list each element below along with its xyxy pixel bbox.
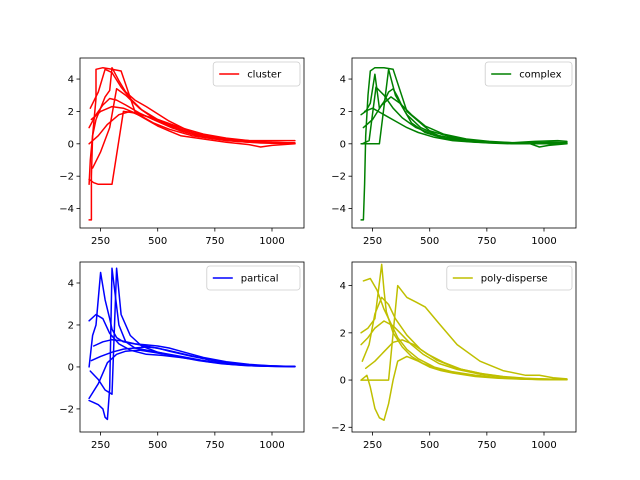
series-line-6	[363, 107, 568, 145]
series-line-8	[91, 88, 296, 169]
y-tick-label: 2	[68, 107, 74, 118]
series-line-3	[360, 284, 568, 381]
x-tick-label: 1000	[531, 440, 556, 451]
legend-box	[446, 265, 573, 291]
x-tick-label: 500	[420, 440, 439, 451]
x-tick-label: 250	[363, 236, 382, 247]
y-tick-label: 2	[340, 107, 346, 118]
legend-box	[212, 61, 301, 87]
legend: poly-disperse	[446, 265, 573, 291]
y-tick-label: 4	[340, 281, 346, 292]
x-tick-label: 500	[148, 440, 167, 451]
x-tick-label: 750	[477, 236, 496, 247]
x-tick-label: 250	[91, 440, 110, 451]
x-tick-label: 750	[205, 440, 224, 451]
series-line-7	[92, 338, 296, 368]
y-tick-label: 0	[68, 362, 74, 373]
x-tick-label: 250	[363, 440, 382, 451]
series-line-5	[362, 277, 568, 381]
x-tick-label: 1000	[531, 236, 556, 247]
series-group	[360, 263, 568, 421]
y-tick-label: 4	[68, 278, 74, 289]
y-tick-label: 4	[68, 75, 74, 86]
y-tick-label: −4	[331, 204, 346, 215]
plot-frame	[351, 261, 577, 433]
legend-label: complex	[519, 70, 561, 81]
y-tick-label: 2	[68, 320, 74, 331]
x-tick-label: 500	[148, 236, 167, 247]
legend: complex	[484, 61, 573, 87]
legend: cluster	[212, 61, 301, 87]
series-group	[88, 267, 296, 421]
y-tick-label: 4	[340, 75, 346, 86]
y-tick-label: −2	[59, 404, 74, 415]
y-tick-label: 0	[68, 139, 74, 150]
x-tick-label: 1000	[259, 236, 284, 247]
plot-frame	[79, 57, 305, 229]
legend-label: partical	[241, 274, 279, 285]
legend-box	[484, 61, 573, 87]
x-tick-label: 1000	[259, 440, 284, 451]
y-tick-label: 0	[340, 139, 346, 150]
y-tick-label: −2	[331, 172, 346, 183]
y-tick-label: 0	[340, 376, 346, 387]
x-tick-label: 750	[205, 236, 224, 247]
subplot-3: 250 500 750 1000 −2 0 2 4 partical	[59, 261, 305, 451]
series-group	[88, 66, 296, 221]
y-tick-label: −2	[331, 423, 346, 434]
series-line-6	[90, 105, 296, 148]
plot-frame	[351, 57, 577, 229]
subplot-2: 250 500 750 1000 −4 −2 0 2 4 complex	[331, 57, 577, 247]
x-tick-label: 500	[420, 236, 439, 247]
legend: partical	[206, 265, 301, 291]
legend-label: poly-disperse	[481, 274, 548, 285]
y-tick-label: −2	[59, 172, 74, 183]
subplot-4: 250 500 750 1000 −2 0 2 4 poly-disperse	[331, 261, 577, 451]
x-tick-label: 750	[477, 440, 496, 451]
legend-label: cluster	[247, 70, 282, 81]
y-tick-label: −4	[59, 204, 74, 215]
subplot-1: 250 500 750 1000 −4 −2 0 2 4 cluster	[59, 57, 305, 247]
series-line-7	[364, 339, 568, 381]
x-tick-label: 250	[91, 236, 110, 247]
plot-frame	[79, 261, 305, 433]
y-tick-label: 2	[340, 328, 346, 339]
legend-box	[206, 265, 301, 291]
series-line-4	[362, 96, 568, 144]
series-group	[360, 66, 568, 221]
